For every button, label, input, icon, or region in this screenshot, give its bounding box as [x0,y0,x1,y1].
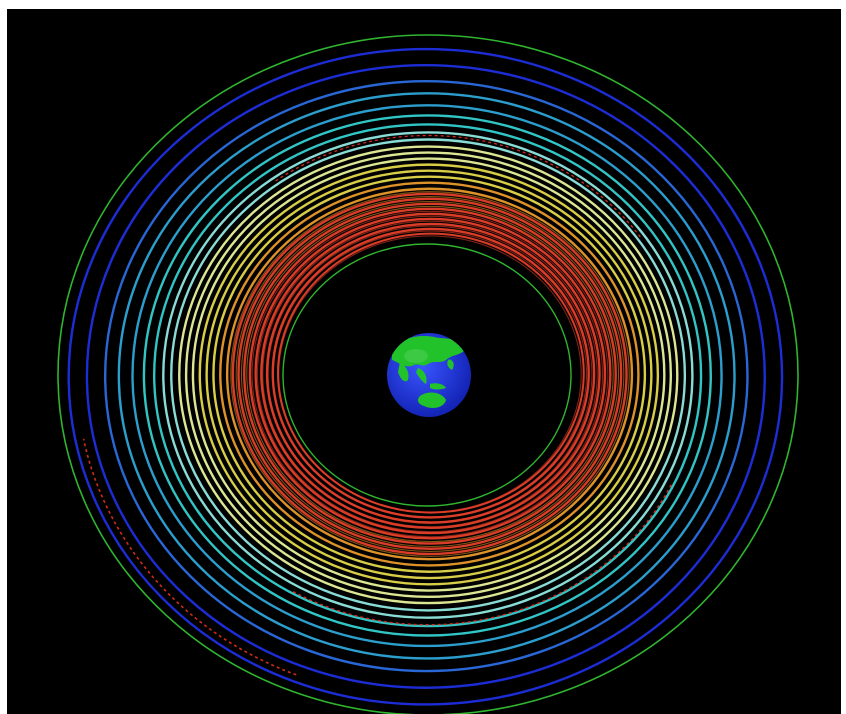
orbit-ring-texture [262,220,598,528]
orbit-ring [85,63,766,689]
orbit-ring [67,47,784,706]
earth-land-indochina [416,368,427,384]
earth-land-islands [430,383,446,390]
orbit-ring [231,192,628,556]
orbit-ring [191,157,666,592]
orbit-ring-texture [246,205,614,543]
earth-land-india [398,362,409,382]
orbit-ring-texture [230,191,630,557]
orbit-ring [260,217,601,530]
orbit-ring-texture [251,210,609,538]
orbit-ring [152,123,703,628]
orbit-ring-texture [267,225,593,523]
orbit-ring [205,169,653,580]
orbit-ring [212,175,647,573]
orbit-ring [237,197,623,550]
orbit-ring-texture [256,215,604,533]
orbit-ring-texture [272,230,588,518]
orbit-ring [184,151,673,599]
orbit-ring [248,207,612,540]
orbit-ring [254,212,607,535]
orbit-ring [243,202,617,545]
earth-land-asia [392,336,466,367]
orbit-dashed-arc [291,484,672,626]
orbit-ring [276,232,585,514]
orbit-ring [225,187,634,561]
orbit-ring [131,104,723,648]
orbit-ring [219,181,640,567]
orbit-ring-texture [278,235,582,513]
orbit-dashed-arc [275,134,643,240]
orbit-ring [142,114,712,637]
orbit-dashed-arc [82,438,297,676]
orbit-ring [162,131,694,619]
orbit-outer-boundary [57,34,799,714]
orbit-ring [103,80,749,673]
orbit-ring [117,92,736,660]
earth-land-australia [417,392,446,408]
orbit-ring [265,222,596,524]
orbit-ring-texture [235,196,625,552]
orbit-ring [170,138,687,612]
earth-land-japan [447,359,454,370]
orbit-ring [178,145,679,605]
earth-highlight [404,349,428,363]
orbit-ring-texture [240,200,620,548]
orbit-ring [198,163,660,586]
earth-globe-icon [387,333,471,417]
